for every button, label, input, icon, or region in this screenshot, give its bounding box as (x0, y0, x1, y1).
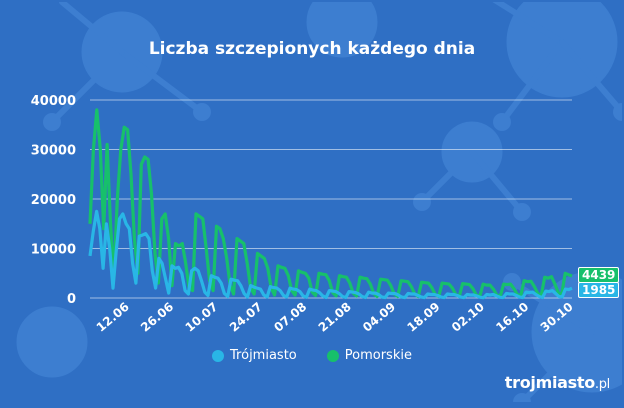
x-tick-label: 21.08 (316, 300, 354, 335)
legend-item-pomorskie[interactable]: Pomorskie (326, 348, 412, 363)
virus-background-icon (16, 2, 622, 402)
x-tick-label: 16.10 (493, 300, 531, 335)
x-tick-label: 18.09 (404, 300, 442, 335)
x-tick-label: 04.09 (360, 300, 398, 335)
legend-dot-pomorskie (326, 349, 339, 362)
x-tick-label: 26.06 (138, 300, 176, 335)
x-tick-label: 07.08 (271, 300, 309, 335)
series-line-trojmiasto (88, 209, 573, 300)
legend-dot-trojmiasto (212, 349, 225, 362)
y-tick-label: 40000 (31, 94, 76, 109)
last-value-badge-pomorskie: 4439 (578, 267, 620, 283)
legend: Trójmiasto Pomorskie (2, 348, 622, 363)
logo-suffix: .pl (594, 377, 610, 392)
y-tick-label: 20000 (31, 193, 76, 208)
y-tick-label: 30000 (31, 144, 76, 159)
legend-item-trojmiasto[interactable]: Trójmiasto (212, 348, 297, 363)
legend-label-pomorskie: Pomorskie (344, 348, 412, 363)
last-value-badge-trojmiasto: 1985 (578, 282, 620, 298)
y-axis-ticks: 0 10000 20000 30000 40000 (31, 94, 76, 307)
chart-frame: Liczba szczepionych każdego dnia 0 10000 2… (2, 2, 622, 402)
logo-name: trojmiasto (504, 373, 595, 392)
x-axis-ticks: 12.06 26.06 10.07 24.07 07.08 21.08 04.09 18.09… (94, 300, 576, 335)
chart-svg: 0 10000 20000 30000 40000 12.06 26.06 10.07 24.… (31, 94, 576, 335)
trojmiasto-logo: trojmiasto.pl (504, 373, 611, 392)
x-tick-label: 30.10 (538, 300, 576, 335)
y-tick-label: 10000 (31, 243, 76, 258)
x-tick-label: 02.10 (449, 300, 487, 335)
y-tick-label: 0 (67, 292, 76, 307)
x-tick-label: 10.07 (183, 300, 221, 335)
legend-label-trojmiasto: Trójmiasto (230, 348, 297, 363)
series-line-pomorskie (88, 108, 573, 299)
x-tick-label: 24.07 (227, 300, 265, 335)
x-tick-label: 12.06 (94, 300, 132, 335)
chart-title: Liczba szczepionych każdego dnia (148, 39, 476, 59)
